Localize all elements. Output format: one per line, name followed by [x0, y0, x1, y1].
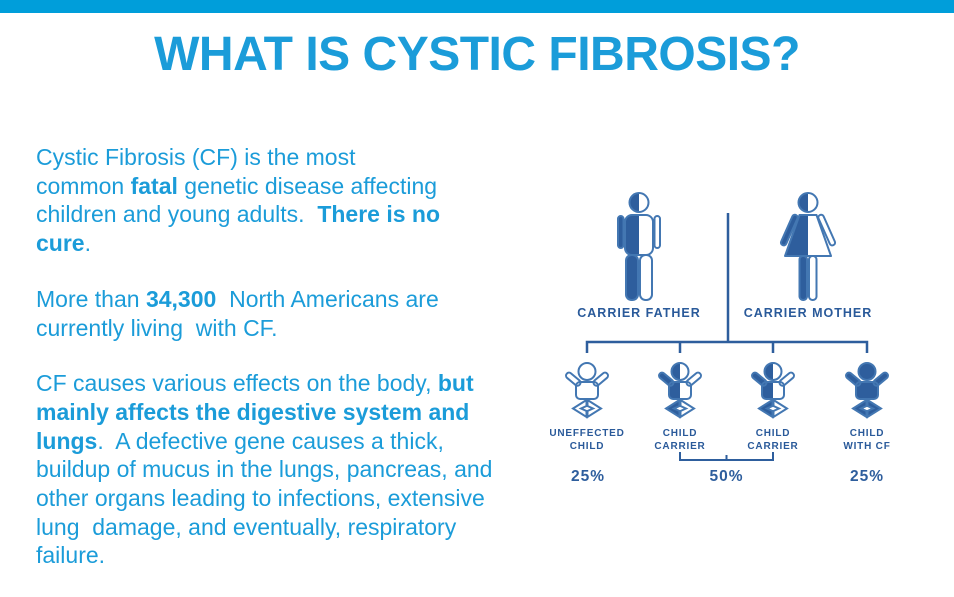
body-text-line: CF causes various effects on the body, b…: [36, 369, 546, 398]
body-text: common: [36, 172, 131, 199]
body-text-bold: fatal: [130, 172, 178, 199]
top-accent-bar: [0, 0, 954, 13]
carrier-mother-label: CARRIER MOTHER: [744, 306, 873, 320]
carrier-father-icon: [617, 192, 661, 301]
body-text-line: mainly affects the digestive system and: [36, 398, 546, 427]
carriers-bracket: [679, 452, 774, 461]
child-4-label-line2: WITH CF: [843, 441, 890, 452]
child-2-label-line1: CHILD: [663, 428, 698, 439]
body-text-line: lung damage, and eventually, respiratory: [36, 513, 546, 542]
body-text: currently living with CF.: [36, 314, 278, 341]
body-text-line: More than 34,300 North Americans are: [36, 285, 546, 314]
child-3-label-line2: CARRIER: [747, 441, 798, 452]
body-text: genetic disease affecting: [177, 172, 438, 199]
body-text-line: failure.: [36, 541, 546, 570]
child-1-label-line1: UNEFFECTED: [550, 428, 625, 439]
body-text-line: Cystic Fibrosis (CF) is the most: [36, 143, 546, 172]
child-carrier-icon-2: [749, 362, 797, 418]
child-4-label-line1: CHILD: [850, 428, 885, 439]
body-text: other organs leading to infections, exte…: [36, 485, 485, 512]
carrier-mother-icon: [779, 192, 837, 301]
carrier-father-label: CARRIER FATHER: [577, 306, 701, 320]
child-1-label-line2: CHILD: [570, 441, 605, 452]
percentage-carriers: 50%: [709, 468, 743, 485]
body-text-bold: but: [437, 370, 474, 397]
body-text-bold: There is no: [317, 201, 441, 228]
inheritance-diagram: CARRIER FATHER CARRIER MOTHER UNEFFECTED…: [550, 192, 891, 485]
percentage-with-cf: 25%: [850, 468, 884, 485]
child-with-cf-icon: [843, 362, 891, 418]
uneffected-child-icon: [563, 362, 611, 418]
body-text-line: cure.: [36, 229, 546, 258]
body-text: CF causes various effects on the body,: [36, 370, 438, 397]
body-text-line: other organs leading to infections, exte…: [36, 484, 546, 513]
body-text: More than: [36, 285, 146, 312]
percentage-unaffected: 25%: [571, 468, 605, 485]
body-text: buildup of mucus in the lungs, pancreas,…: [36, 456, 493, 483]
body-text-line: lungs. A defective gene causes a thick,: [36, 427, 546, 456]
intro-text: Cystic Fibrosis (CF) is the most common f…: [36, 143, 546, 597]
body-text-line: common fatal genetic disease affecting: [36, 172, 546, 201]
body-paragraph: CF causes various effects on the body, b…: [36, 369, 546, 570]
body-text: .: [84, 230, 91, 257]
body-text-bold: 34,300: [145, 285, 217, 312]
body-paragraph: Cystic Fibrosis (CF) is the most common f…: [36, 143, 546, 258]
body-paragraph: More than 34,300 North Americans are curr…: [36, 285, 546, 342]
body-text-line: currently living with CF.: [36, 314, 546, 343]
child-3-label-line1: CHILD: [756, 428, 791, 439]
body-text-bold: lungs: [36, 427, 98, 454]
body-text-line: buildup of mucus in the lungs, pancreas,…: [36, 455, 546, 484]
body-text: lung damage, and eventually, respiratory: [36, 513, 457, 540]
body-text: failure.: [36, 542, 106, 569]
body-text-bold: cure: [36, 230, 85, 257]
body-text-bold: mainly affects the digestive system and: [36, 398, 470, 425]
body-text: North Americans are: [216, 285, 439, 312]
body-text: children and young adults.: [36, 201, 318, 228]
child-2-label-line2: CARRIER: [654, 441, 705, 452]
body-text-line: children and young adults. There is no: [36, 200, 546, 229]
page-title: WHAT IS CYSTIC FIBROSIS?: [154, 28, 800, 81]
body-text: . A defective gene causes a thick,: [97, 427, 444, 454]
child-carrier-icon: [656, 362, 704, 418]
family-tree-connector: [585, 340, 869, 353]
body-text: Cystic Fibrosis (CF) is the most: [36, 144, 356, 170]
